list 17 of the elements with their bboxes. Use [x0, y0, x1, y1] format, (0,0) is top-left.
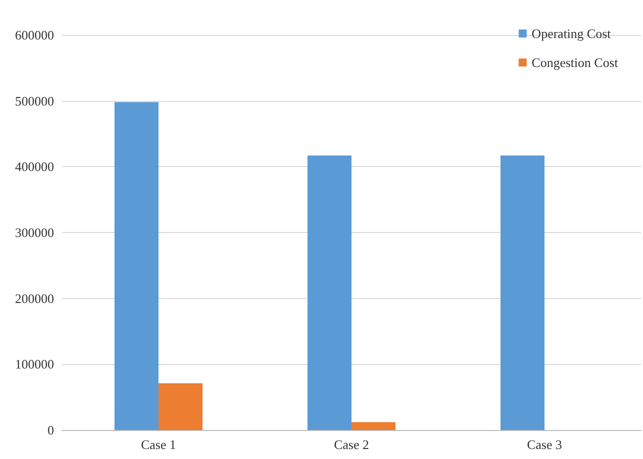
y-tick-label: 100000 [15, 356, 54, 372]
y-tick-label: 500000 [15, 93, 54, 108]
y-tick-label: 200000 [15, 290, 54, 306]
y-tick-label: 0 [48, 422, 54, 438]
bar [308, 155, 352, 430]
x-tick-label: Case 1 [140, 437, 176, 452]
x-tick-label: Case 3 [526, 437, 562, 452]
y-tick-label: 300000 [15, 225, 54, 240]
bar [158, 383, 202, 430]
bar [114, 102, 158, 430]
y-tick-label: 400000 [15, 159, 54, 174]
bar [500, 155, 544, 430]
bar [352, 422, 396, 430]
legend-label: Congestion Cost [532, 55, 618, 70]
x-tick-label: Case 2 [334, 437, 370, 452]
legend-label: Operating Cost [532, 26, 612, 41]
y-tick-label: 600000 [15, 28, 54, 42]
